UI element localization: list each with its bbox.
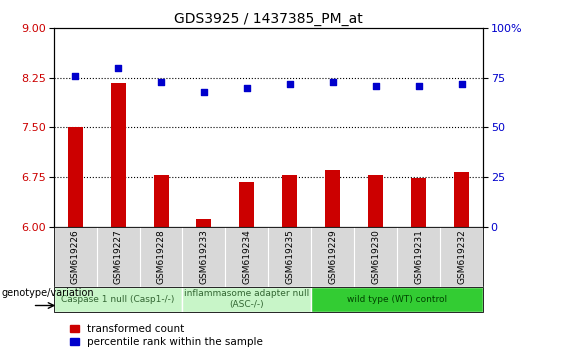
- Bar: [282, 175, 297, 227]
- Text: GSM619234: GSM619234: [242, 229, 251, 284]
- Text: genotype/variation: genotype/variation: [1, 288, 94, 298]
- Text: wild type (WT) control: wild type (WT) control: [347, 295, 447, 304]
- Bar: [411, 178, 426, 227]
- Bar: [454, 172, 469, 227]
- Point: [242, 85, 251, 91]
- Bar: [154, 175, 168, 227]
- Title: GDS3925 / 1437385_PM_at: GDS3925 / 1437385_PM_at: [174, 12, 363, 26]
- Point: [371, 83, 380, 88]
- Bar: [111, 82, 125, 227]
- Text: GSM619227: GSM619227: [114, 229, 123, 284]
- Legend: transformed count, percentile rank within the sample: transformed count, percentile rank withi…: [70, 324, 263, 347]
- Text: GSM619232: GSM619232: [457, 229, 466, 284]
- Text: GSM619233: GSM619233: [199, 229, 208, 284]
- Bar: [368, 175, 383, 227]
- Point: [199, 89, 208, 95]
- Text: GSM619230: GSM619230: [371, 229, 380, 284]
- Text: GSM619235: GSM619235: [285, 229, 294, 284]
- Point: [328, 79, 337, 85]
- Text: Caspase 1 null (Casp1-/-): Caspase 1 null (Casp1-/-): [62, 295, 175, 304]
- FancyBboxPatch shape: [311, 287, 483, 312]
- Point: [414, 83, 423, 88]
- Text: GSM619229: GSM619229: [328, 229, 337, 284]
- Bar: [197, 219, 211, 227]
- FancyBboxPatch shape: [182, 287, 311, 312]
- Text: GSM619231: GSM619231: [414, 229, 423, 284]
- Bar: [325, 170, 340, 227]
- Point: [114, 65, 123, 71]
- Bar: [240, 182, 254, 227]
- Point: [71, 73, 80, 79]
- Text: inflammasome adapter null
(ASC-/-): inflammasome adapter null (ASC-/-): [184, 290, 310, 309]
- Bar: [68, 127, 82, 227]
- FancyBboxPatch shape: [54, 287, 182, 312]
- Point: [157, 79, 166, 85]
- Text: GSM619228: GSM619228: [157, 229, 166, 284]
- Point: [457, 81, 466, 87]
- Text: GSM619226: GSM619226: [71, 229, 80, 284]
- Point: [285, 81, 294, 87]
